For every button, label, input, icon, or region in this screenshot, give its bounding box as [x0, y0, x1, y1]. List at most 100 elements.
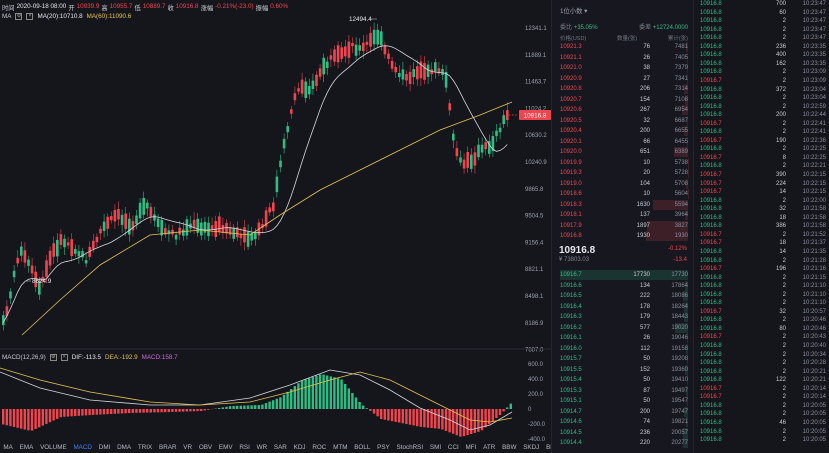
indicator-tab-sar[interactable]: SAR [273, 444, 287, 451]
bid-row[interactable]: 10916.4 178 18264 [560, 301, 688, 312]
macd-bar [329, 376, 332, 409]
ask-row[interactable]: 10920.8 206 7314 [560, 84, 688, 94]
bid-row[interactable]: 10916.0 112 19158 [560, 343, 688, 354]
trade-amount: 372 [775, 86, 786, 93]
bid-row[interactable]: 10914.6 74 19821 [560, 417, 688, 427]
candle-body [221, 224, 225, 233]
bid-row[interactable]: 10916.6 134 17864 [560, 280, 688, 291]
indicator-tab-dmi[interactable]: DMI [98, 444, 111, 451]
indicator-tab-brar[interactable]: BRAR [159, 444, 177, 451]
trade-price: 10916.8 [700, 343, 722, 349]
indicator-tab-macd[interactable]: MACD [73, 444, 92, 451]
bid-row[interactable]: 10914.4 220 20277 [560, 438, 688, 448]
candle-body [477, 144, 480, 158]
ask-row[interactable]: 10920.7 154 7108 [560, 94, 688, 105]
order-amount: 104 [639, 180, 650, 187]
indicator-tab-boll[interactable]: BOLL [354, 444, 371, 451]
candlestick-chart[interactable]: 12341.1 11889.1 11463.7 11024.2 10630.2 10240… [0, 0, 551, 443]
trade-price: 10916.8 [700, 325, 722, 332]
indicator-tab-vr[interactable]: VR [183, 444, 193, 451]
bid-row[interactable]: 10916.5 222 18086 [560, 291, 688, 301]
bid-row[interactable]: 10916.3 179 18443 [560, 312, 688, 322]
settings-icon[interactable]: ⚙ [15, 13, 23, 20]
mid-abs-change: -13.4 [673, 257, 687, 263]
ask-row[interactable]: 10918.1 137 3964 [560, 210, 688, 220]
precision-selector[interactable]: 1位小数 ▾ [560, 6, 587, 15]
ask-row[interactable]: 10920.6 267 6954 [560, 105, 688, 115]
candle-body [102, 221, 106, 231]
indicator-tab-rsi[interactable]: RSI [239, 444, 250, 451]
trade-time: 10:20:46 [802, 317, 826, 324]
indicator-tab-trix[interactable]: TRIX [137, 444, 153, 451]
indicator-tab-dma[interactable]: DMA [117, 444, 132, 451]
bid-row[interactable]: 10916.1 26 19046 [560, 333, 688, 343]
ask-row[interactable]: 10921.3 76 7481 [560, 42, 688, 52]
macd-bar [351, 393, 354, 409]
indicator-tab-kdj[interactable]: KDJ [293, 444, 306, 451]
trade-time: 10:23:47 [802, 35, 826, 42]
indicator-tab-wr[interactable]: WR [256, 444, 268, 451]
bid-row[interactable]: 10915.3 87 19497 [560, 385, 688, 396]
order-price: 10914.7 [560, 408, 582, 415]
ask-row[interactable]: 10919.3 20 5728 [560, 168, 688, 178]
ask-row[interactable]: 10918.3 1630 5594 [560, 199, 688, 210]
close-icon[interactable]: × [60, 354, 68, 361]
bid-row[interactable]: 10914.7 200 19747 [560, 406, 688, 417]
ask-row[interactable]: 10920.9 27 7341 [560, 73, 688, 84]
indicator-tab-ma[interactable]: MA [3, 444, 13, 451]
ask-row[interactable]: 10918.6 10 5604 [560, 189, 688, 199]
indicator-tab-bbw[interactable]: BBW [502, 444, 517, 451]
bid-row[interactable]: 10915.7 50 19208 [560, 354, 688, 364]
ask-row[interactable]: 10916.8 1930 1930 [560, 231, 688, 241]
macd-bar [63, 409, 66, 417]
bid-row[interactable]: 10915.4 50 19410 [560, 375, 688, 385]
trade-price: 10916.7 [700, 172, 722, 178]
candle-body [92, 240, 95, 249]
trade-price: 10916.8 [700, 1, 722, 7]
candle-body [2, 315, 5, 326]
ask-row[interactable]: 10921.1 26 7405 [560, 52, 688, 63]
ask-row[interactable]: 10920.4 200 6655 [560, 126, 688, 136]
settings-icon[interactable]: ⚙ [49, 354, 57, 361]
indicator-tab-cci[interactable]: CCI [447, 444, 459, 451]
indicator-tab-psy[interactable]: PSY [377, 444, 390, 451]
order-amount: 200 [639, 128, 650, 134]
bid-row[interactable]: 10916.2 577 19020 [560, 322, 688, 333]
indicator-tab-mtm[interactable]: MTM [333, 444, 348, 451]
close-icon[interactable]: × [26, 13, 34, 20]
candle-body [380, 31, 383, 46]
trade-time: 10:23:47 [802, 26, 826, 33]
macd-bar [12, 409, 16, 427]
ask-row[interactable]: 10920.1 66 6455 [560, 136, 688, 147]
indicator-tab-ema[interactable]: EMA [19, 444, 34, 451]
ask-row[interactable]: 10917.9 1897 3827 [560, 220, 688, 231]
ask-row[interactable]: 10921.0 38 7379 [560, 63, 688, 73]
indicator-tab-atr[interactable]: ATR [483, 444, 496, 451]
indicator-tab-obv[interactable]: OBV [198, 444, 213, 451]
indicator-tab-roc[interactable]: ROC [312, 444, 327, 451]
indicator-tab-smi[interactable]: SMI [429, 444, 442, 451]
candle-body [45, 260, 48, 277]
indicator-tab-skdj[interactable]: SKDJ [523, 444, 540, 451]
candle-body [416, 66, 419, 80]
indicator-tab-volume[interactable]: VOLUME [40, 444, 67, 451]
bid-row[interactable]: 10915.5 152 19360 [560, 364, 688, 375]
indicator-tab-mfi[interactable]: MFI [465, 444, 477, 451]
candle-body [498, 127, 502, 133]
bid-row[interactable]: 10914.5 236 20057 [560, 427, 688, 438]
trade-price: 10916.7 [700, 308, 722, 315]
ma60-value: MA(60):11090.6 [86, 13, 132, 20]
ask-row[interactable]: 10920.5 32 6687 [560, 115, 688, 126]
depth-bar [684, 94, 688, 105]
candle-body [41, 276, 45, 282]
bid-row[interactable]: 10915.1 50 19547 [560, 396, 688, 406]
ask-row[interactable]: 10919.0 104 5708 [560, 178, 688, 189]
order-amount: 50 [643, 356, 650, 362]
indicator-tab-stochrsi[interactable]: StochRSI [396, 444, 424, 451]
bid-row[interactable]: 10916.7 17730 17730 [560, 270, 688, 280]
ask-row[interactable]: 10919.9 10 5738 [560, 157, 688, 168]
ask-row[interactable]: 10920.0 651 6389 [560, 147, 688, 157]
indicator-tab-emv[interactable]: EMV [218, 444, 233, 451]
